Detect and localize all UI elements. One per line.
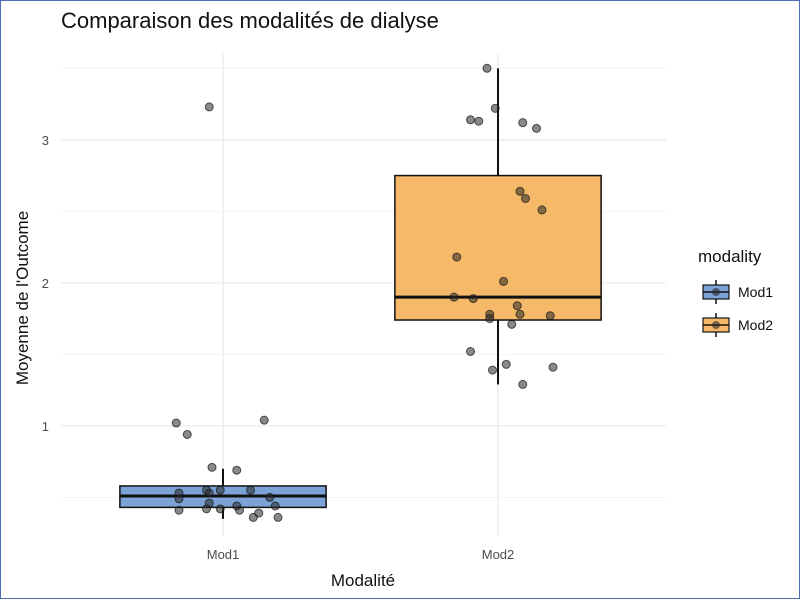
data-point bbox=[171, 418, 181, 428]
data-point bbox=[466, 346, 475, 356]
legend: modality Mod1 Mod2 bbox=[698, 247, 773, 337]
data-point bbox=[512, 301, 522, 311]
data-point bbox=[537, 205, 547, 215]
legend-point-icon bbox=[712, 321, 720, 329]
data-point bbox=[490, 103, 500, 113]
data-point bbox=[215, 504, 225, 514]
y-axis-label: Moyenne de l'Outcome bbox=[13, 211, 32, 385]
legend-title: modality bbox=[698, 247, 762, 266]
data-point bbox=[468, 294, 478, 304]
data-point bbox=[474, 116, 484, 126]
data-point bbox=[207, 462, 217, 472]
data-point bbox=[521, 193, 530, 203]
data-point bbox=[466, 115, 475, 125]
data-point bbox=[482, 63, 492, 73]
data-point bbox=[259, 415, 269, 425]
y-tick-label: 1 bbox=[42, 419, 49, 434]
data-point bbox=[515, 309, 525, 319]
data-point bbox=[548, 362, 558, 372]
data-point bbox=[202, 504, 211, 514]
data-point bbox=[174, 494, 184, 504]
chart-title: Comparaison des modalités de dialyse bbox=[61, 8, 439, 33]
data-point bbox=[532, 123, 541, 133]
data-point bbox=[254, 508, 264, 518]
data-point bbox=[507, 319, 517, 329]
data-point bbox=[515, 186, 525, 196]
legend-label: Mod2 bbox=[738, 317, 773, 333]
x-axis-label: Modalité bbox=[331, 571, 395, 590]
data-point bbox=[182, 429, 192, 439]
data-point bbox=[501, 359, 511, 369]
data-point bbox=[204, 102, 214, 112]
data-point bbox=[499, 276, 508, 286]
legend-label: Mod1 bbox=[738, 284, 773, 300]
data-point bbox=[273, 512, 283, 522]
data-point bbox=[232, 465, 242, 475]
data-point bbox=[449, 292, 459, 302]
data-point bbox=[265, 492, 275, 502]
y-tick-label: 3 bbox=[42, 133, 49, 148]
x-tick-label: Mod1 bbox=[207, 547, 240, 562]
data-point bbox=[270, 501, 280, 511]
data-point bbox=[545, 311, 555, 321]
data-point bbox=[235, 505, 244, 515]
data-point bbox=[215, 485, 225, 495]
x-tick-label: Mod2 bbox=[482, 547, 515, 562]
data-point bbox=[488, 365, 497, 375]
legend-point-icon bbox=[712, 288, 720, 296]
data-point bbox=[518, 379, 528, 389]
y-tick-label: 2 bbox=[42, 276, 49, 291]
data-point bbox=[518, 118, 528, 128]
data-point bbox=[452, 252, 462, 262]
data-point bbox=[485, 314, 495, 324]
data-point bbox=[246, 485, 255, 495]
data-point bbox=[204, 488, 214, 498]
data-point bbox=[174, 505, 184, 515]
